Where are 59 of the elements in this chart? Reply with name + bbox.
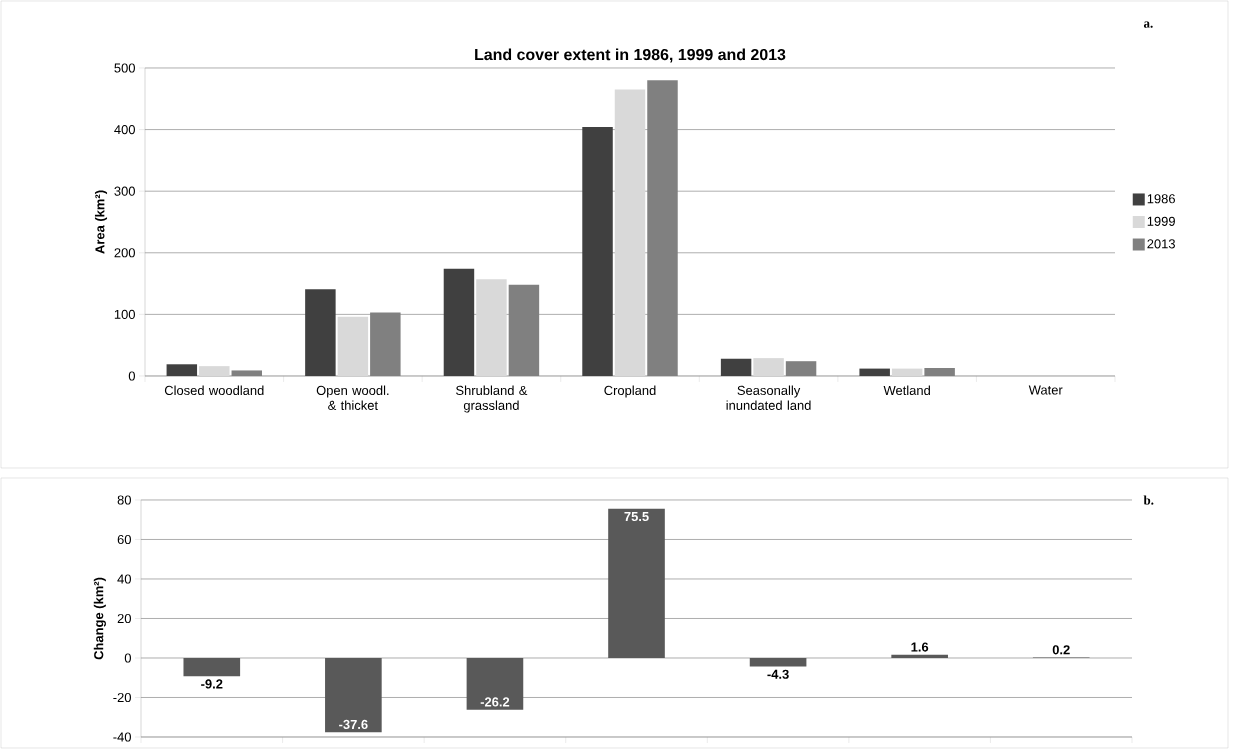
bar [891, 654, 948, 659]
y-axis-title: Area (km²) [94, 190, 108, 254]
y-tick-label: 0 [128, 371, 135, 381]
y-tick-label: 20 [117, 613, 131, 624]
x-tick-label: Water [1028, 385, 1063, 395]
x-tick-label: Shrubland & grassland [456, 385, 528, 413]
bar [476, 279, 507, 377]
bar [305, 289, 336, 377]
bar [608, 508, 665, 659]
bar [466, 658, 524, 710]
text: a. [1143, 21, 1153, 28]
y-tick-label: -40 [113, 732, 131, 742]
x-tick-label: Closed woodland [164, 385, 264, 396]
bar [166, 364, 198, 377]
x-tick-label: Cropland [604, 385, 656, 398]
bar [614, 89, 646, 377]
bar [924, 368, 955, 377]
y-axis-title: Change (km²) [93, 577, 106, 660]
y-tick-label: 0 [124, 653, 131, 663]
data-label: -37.6 [339, 719, 368, 730]
data-label: -9.2 [201, 679, 223, 689]
y-tick-label: 40 [117, 574, 131, 584]
bar [508, 284, 540, 377]
x-tick-label: Seasonally inundated land [726, 385, 811, 411]
x-tick-label: Open woodl. & thicket [316, 385, 389, 411]
data-label: -26.2 [480, 697, 510, 707]
data-label: 0.2 [1052, 645, 1070, 655]
legend-label: 2013 [1147, 239, 1175, 249]
y-tick-label: 500 [114, 63, 135, 73]
bar [183, 658, 241, 677]
legend-label: 1999 [1147, 216, 1175, 226]
data-label: 75.5 [624, 512, 649, 522]
bar [337, 316, 369, 377]
legend-label: 1986 [1147, 194, 1175, 204]
y-tick-label: -20 [113, 692, 131, 703]
y-tick-label: 100 [114, 309, 135, 320]
text: b. [1143, 495, 1154, 505]
y-tick-label: 200 [114, 248, 135, 258]
bar [443, 268, 475, 377]
bar [647, 80, 678, 377]
bar [370, 312, 401, 377]
y-tick-label: 80 [117, 495, 131, 505]
y-tick-label: 300 [114, 186, 135, 196]
bar [720, 358, 752, 377]
bar [231, 370, 263, 377]
bar [749, 658, 807, 667]
bar [325, 658, 382, 733]
y-tick-label: 60 [117, 534, 131, 545]
bar [859, 368, 890, 377]
x-tick-label: Wetland [883, 385, 930, 396]
bar [199, 366, 230, 377]
chart-title: Land cover extent in 1986, 1999 and 2013 [475, 48, 786, 63]
bar [785, 361, 817, 377]
data-label: -4.3 [767, 669, 789, 679]
bar [891, 368, 923, 377]
bar [753, 358, 784, 377]
y-tick-label: 400 [114, 125, 135, 135]
bar [582, 127, 613, 377]
data-label: 1.6 [911, 642, 929, 652]
